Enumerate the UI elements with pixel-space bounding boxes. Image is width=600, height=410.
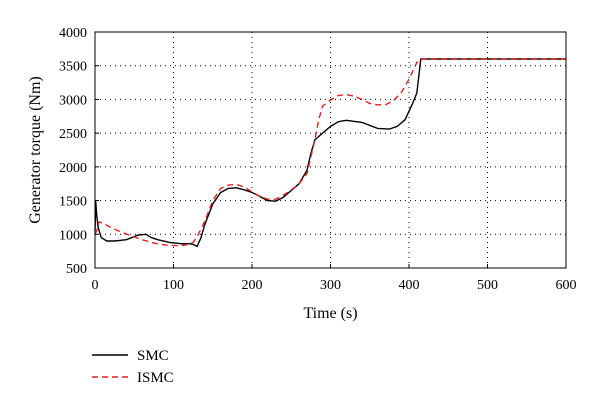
- series-line-ismc: [94, 58, 566, 247]
- y-tick-label: 1500: [59, 195, 87, 210]
- x-tick-label: 100: [163, 278, 184, 293]
- y-tick-label: 3500: [59, 60, 87, 75]
- y-tick-label: 2500: [59, 127, 87, 142]
- grid: [95, 32, 566, 268]
- x-tick-label: 200: [242, 278, 263, 293]
- legend: SMC ISMC: [92, 348, 174, 386]
- series-layer: [94, 58, 566, 248]
- y-axis-title: Generator torque (Nm): [27, 76, 44, 224]
- x-tick-label: 300: [320, 278, 341, 293]
- legend-label-smc: SMC: [137, 348, 169, 364]
- x-tick-label: 600: [556, 278, 577, 293]
- ticks: 0 100 200 300 400 500 600 500 1000 1500 2000 2500 30…: [59, 26, 577, 293]
- y-tick-label: 4000: [59, 26, 87, 41]
- x-axis-title: Time (s): [303, 305, 357, 322]
- x-tick-label: 500: [477, 278, 498, 293]
- x-tick-label: 400: [399, 278, 420, 293]
- y-tick-label: 3000: [59, 93, 87, 108]
- legend-label-ismc: ISMC: [137, 370, 174, 386]
- y-tick-label: 500: [66, 262, 87, 277]
- y-tick-label: 1000: [59, 228, 87, 243]
- x-tick-label: 0: [92, 278, 99, 293]
- y-tick-label: 2000: [59, 161, 87, 176]
